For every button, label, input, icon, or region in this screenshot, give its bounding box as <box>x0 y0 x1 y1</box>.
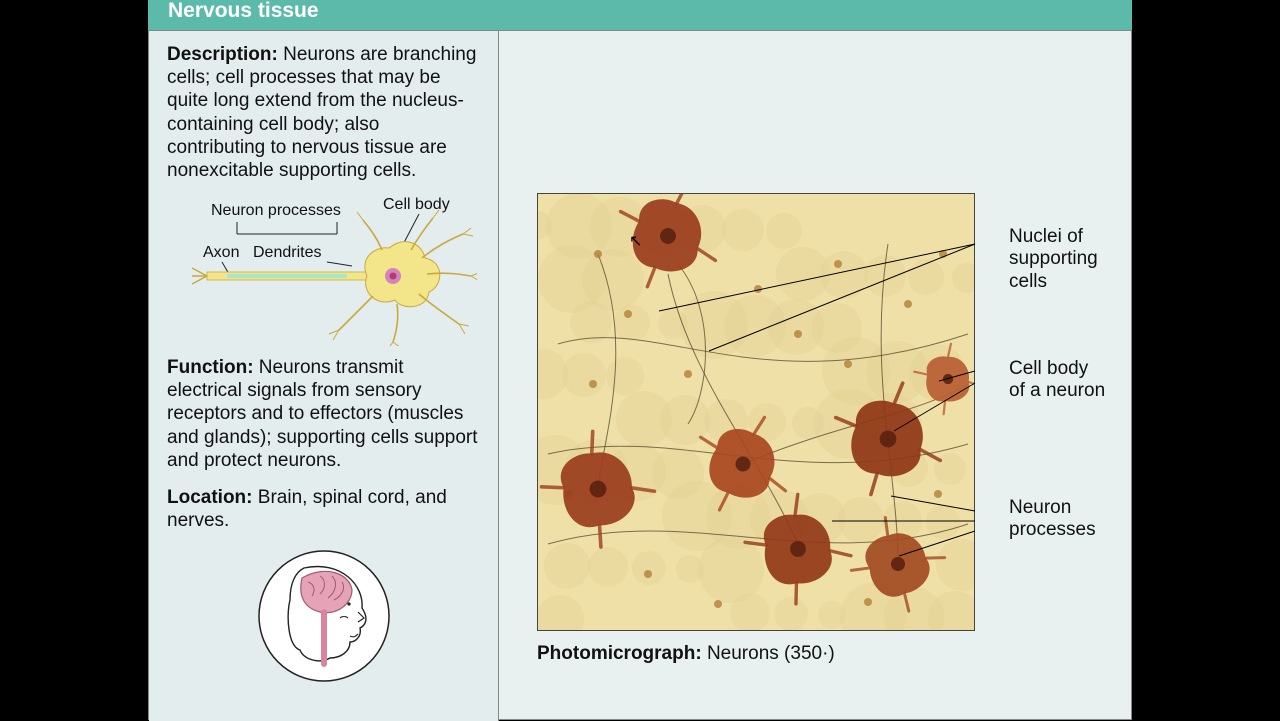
label-neuron-processes: Neuron processes <box>211 202 341 220</box>
micrograph-caption: Photomicrograph: Neurons (350·) <box>537 643 835 665</box>
label-dendrites: Dendrites <box>253 244 321 262</box>
annotation-cell_body: Cell bodyof a neuron <box>1009 358 1105 403</box>
label-axon: Axon <box>203 244 239 262</box>
function-paragraph: Function: Neurons transmit electrical si… <box>167 356 480 472</box>
description-label: Description: <box>167 44 278 65</box>
brain-location-diagram <box>254 546 394 686</box>
caption-label: Photomicrograph: <box>537 643 702 664</box>
cursor-icon: ↖ <box>629 231 642 251</box>
annotation-nuclei_supporting: Nuclei ofsupportingcells <box>1009 226 1098 293</box>
label-cell-body: Cell body <box>383 196 450 214</box>
annotation-neuron_processes: Neuronprocesses <box>1009 497 1096 542</box>
page-body: Description: Neurons are branching cells… <box>148 30 1132 720</box>
section-header: Nervous tissue <box>148 0 1132 30</box>
function-label: Function: <box>167 357 254 378</box>
location-label: Location: <box>167 487 253 508</box>
page-title: Nervous tissue <box>168 0 319 22</box>
micrograph-svg <box>538 194 974 630</box>
left-column: Description: Neurons are branching cells… <box>149 31 499 721</box>
location-paragraph: Location: Brain, spinal cord, and nerves… <box>167 486 480 532</box>
description-paragraph: Description: Neurons are branching cells… <box>167 43 480 182</box>
caption-text: Neurons (350·) <box>702 643 835 664</box>
textbook-page: Nervous tissue Description: Neurons are … <box>148 0 1132 720</box>
photomicrograph <box>537 193 975 631</box>
neuron-diagram: Neuron processes Cell body Axon Dendrite… <box>167 196 477 346</box>
